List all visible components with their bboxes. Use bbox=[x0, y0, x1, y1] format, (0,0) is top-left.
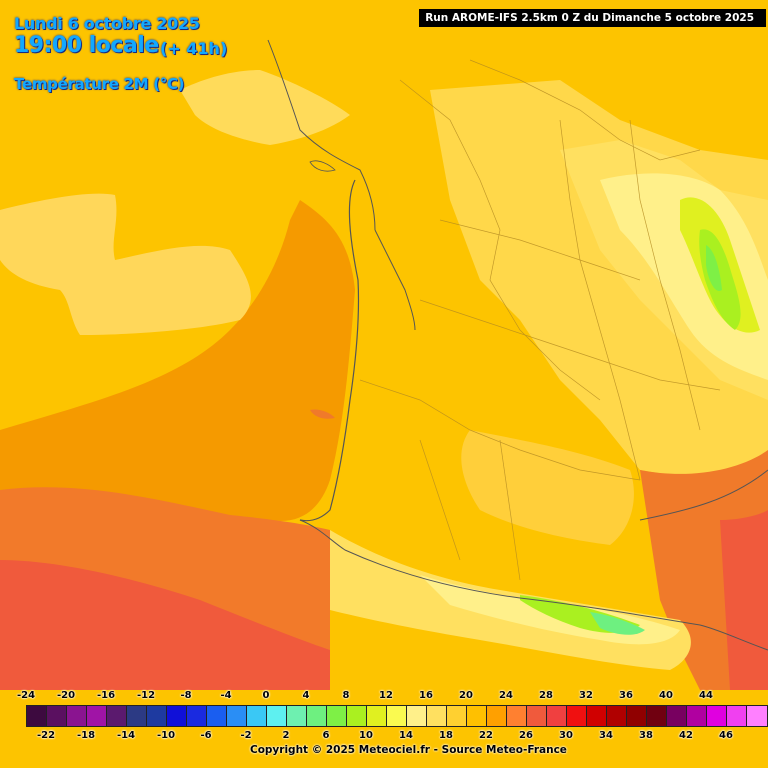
legend-swatch bbox=[367, 706, 387, 726]
legend-swatch bbox=[427, 706, 447, 726]
legend-tick-label: 30 bbox=[559, 730, 573, 741]
run-info-banner: Run AROME-IFS 2.5km 0 Z du Dimanche 5 oc… bbox=[419, 9, 766, 27]
legend-swatch bbox=[247, 706, 267, 726]
legend-swatch bbox=[47, 706, 67, 726]
legend-tick-label: 42 bbox=[679, 730, 693, 741]
forecast-date: Lundi 6 octobre 2025 bbox=[14, 14, 200, 33]
legend-tick-label: -20 bbox=[56, 690, 76, 701]
legend-tick-label: 22 bbox=[479, 730, 493, 741]
legend-swatch bbox=[307, 706, 327, 726]
legend-tick-label: 4 bbox=[302, 690, 310, 701]
legend-tick-label: 12 bbox=[379, 690, 393, 701]
legend-tick-label: 34 bbox=[599, 730, 613, 741]
legend-tick-label: 24 bbox=[499, 690, 513, 701]
legend-swatch bbox=[27, 706, 47, 726]
legend-tick-label: -18 bbox=[76, 730, 96, 741]
legend-tick-label: -12 bbox=[136, 690, 156, 701]
legend-swatch bbox=[287, 706, 307, 726]
legend-tick-label: 28 bbox=[539, 690, 553, 701]
legend-tick-label: 46 bbox=[719, 730, 733, 741]
legend-tick-label: 2 bbox=[282, 730, 290, 741]
legend-swatch bbox=[527, 706, 547, 726]
legend-tick-label: -16 bbox=[96, 690, 116, 701]
legend-tick-label: -6 bbox=[200, 730, 212, 741]
legend-swatch bbox=[647, 706, 667, 726]
legend-tick-label: -10 bbox=[156, 730, 176, 741]
legend-swatch bbox=[687, 706, 707, 726]
legend-tick-label: 8 bbox=[342, 690, 350, 701]
copyright-text: Copyright © 2025 Meteociel.fr - Source M… bbox=[250, 744, 567, 756]
legend-swatch bbox=[447, 706, 467, 726]
legend-swatch bbox=[267, 706, 287, 726]
legend-swatch bbox=[707, 706, 727, 726]
legend-swatch bbox=[227, 706, 247, 726]
legend-tick-label: -2 bbox=[240, 730, 252, 741]
legend-tick-label: 36 bbox=[619, 690, 633, 701]
legend-swatch bbox=[347, 706, 367, 726]
legend-swatch bbox=[87, 706, 107, 726]
legend-swatch bbox=[67, 706, 87, 726]
legend-swatch bbox=[567, 706, 587, 726]
legend-swatch bbox=[727, 706, 747, 726]
legend-swatch bbox=[207, 706, 227, 726]
legend-tick-label: -4 bbox=[220, 690, 232, 701]
legend-tick-label: 6 bbox=[322, 730, 330, 741]
forecast-time: 19:00 locale bbox=[14, 33, 159, 58]
legend-tick-label: 38 bbox=[639, 730, 653, 741]
legend-tick-label: 10 bbox=[359, 730, 373, 741]
legend-tick-label: 0 bbox=[262, 690, 270, 701]
legend-swatch bbox=[467, 706, 487, 726]
legend-color-bar bbox=[26, 705, 768, 727]
legend-tick-label: 18 bbox=[439, 730, 453, 741]
legend-swatch bbox=[587, 706, 607, 726]
legend-swatch bbox=[407, 706, 427, 726]
legend-swatch bbox=[387, 706, 407, 726]
legend-tick-label: -22 bbox=[36, 730, 56, 741]
legend-swatch bbox=[487, 706, 507, 726]
forecast-offset: (+ 41h) bbox=[160, 39, 228, 58]
legend-tick-label: 40 bbox=[659, 690, 673, 701]
legend-swatch bbox=[547, 706, 567, 726]
legend-tick-label: -24 bbox=[16, 690, 36, 701]
legend-tick-label: -14 bbox=[116, 730, 136, 741]
legend-swatch bbox=[147, 706, 167, 726]
legend-swatch bbox=[127, 706, 147, 726]
legend-tick-label: 20 bbox=[459, 690, 473, 701]
legend-swatch bbox=[627, 706, 647, 726]
legend-tick-label: 44 bbox=[699, 690, 713, 701]
legend-tick-label: 16 bbox=[419, 690, 433, 701]
legend-swatch bbox=[507, 706, 527, 726]
legend-swatch bbox=[747, 706, 767, 726]
legend-tick-label: 14 bbox=[399, 730, 413, 741]
parameter-label: Température 2M (°C) bbox=[14, 75, 185, 93]
legend-swatch bbox=[187, 706, 207, 726]
legend-swatch bbox=[167, 706, 187, 726]
legend-swatch bbox=[667, 706, 687, 726]
legend-swatch bbox=[107, 706, 127, 726]
legend-swatch bbox=[607, 706, 627, 726]
color-legend: -24 -20 -16 -12 -8 -4 0 4 8 12 16 20 24 28 32 36 40 44 -2… bbox=[0, 688, 768, 768]
legend-tick-label: 32 bbox=[579, 690, 593, 701]
legend-tick-label: -8 bbox=[180, 690, 192, 701]
legend-swatch bbox=[327, 706, 347, 726]
legend-tick-label: 26 bbox=[519, 730, 533, 741]
